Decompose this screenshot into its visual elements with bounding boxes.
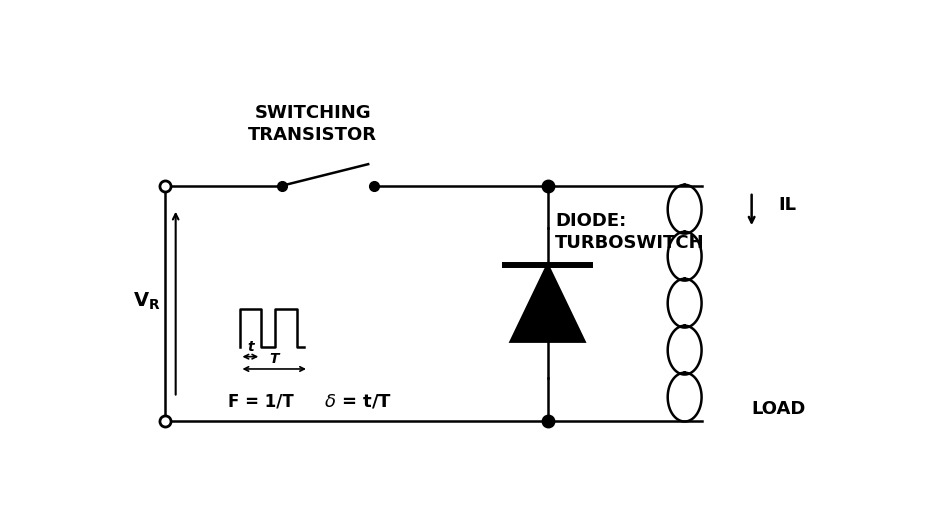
Text: LOAD: LOAD bbox=[752, 400, 806, 418]
Text: DIODE:
TURBOSWITCH: DIODE: TURBOSWITCH bbox=[555, 212, 705, 252]
Text: $\delta$ = t/T: $\delta$ = t/T bbox=[324, 392, 392, 411]
Text: t: t bbox=[247, 340, 254, 354]
Text: T: T bbox=[270, 352, 279, 366]
Text: $\mathbf{V_R}$: $\mathbf{V_R}$ bbox=[133, 291, 161, 312]
Text: IL: IL bbox=[779, 196, 797, 214]
Text: F = 1/T: F = 1/T bbox=[228, 392, 294, 411]
Polygon shape bbox=[510, 265, 585, 342]
Text: SWITCHING
TRANSISTOR: SWITCHING TRANSISTOR bbox=[248, 104, 377, 144]
